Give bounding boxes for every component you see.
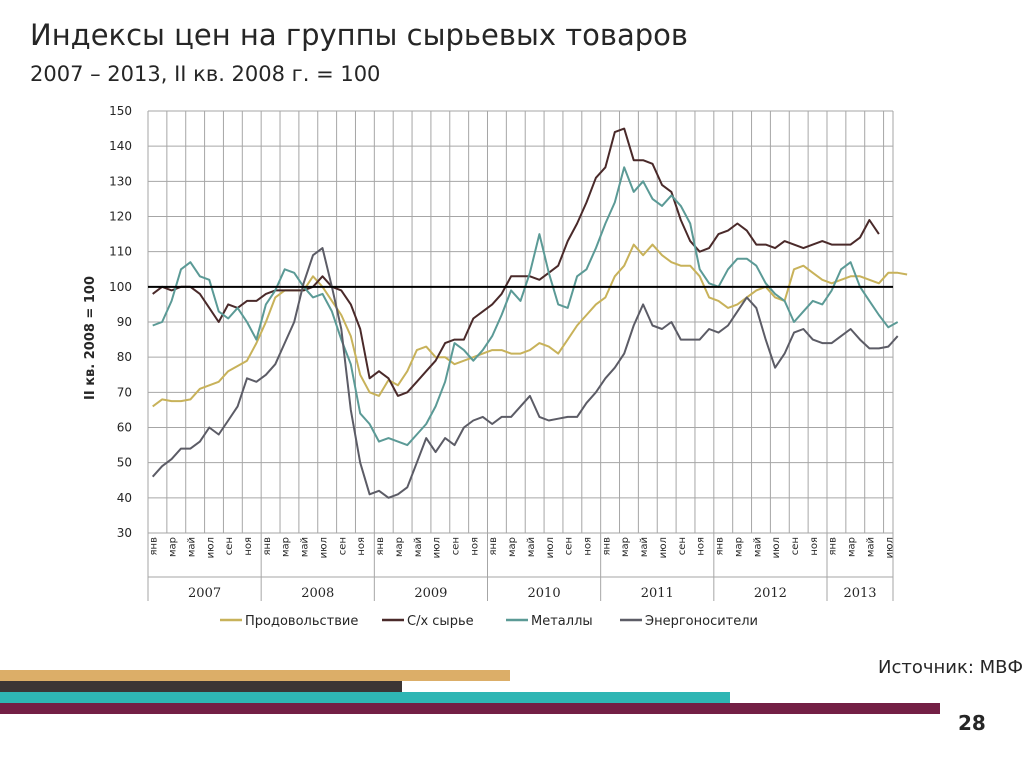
x-tick-label: янв [601,537,612,556]
y-tick-label: 40 [117,491,132,505]
grid-layer [147,110,894,534]
x-tick-label: янв [149,537,160,556]
x-tick-label: мар [847,537,858,557]
x-tick-label: май [186,537,197,557]
x-tick-label: мар [620,537,631,557]
year-label: 2013 [843,586,876,601]
y-tick-label: 130 [109,174,132,188]
x-tick-label: мар [733,537,744,557]
decorative-stripe-teal [0,692,730,703]
decorative-stripe-dark [0,681,402,692]
y-axis-label: II кв. 2008 = 100 [83,276,98,400]
y-tick-label: 140 [109,139,132,153]
legend-label: Энергоносители [645,614,758,629]
x-tick-label: май [865,537,876,557]
x-tick-label: июл [771,537,782,558]
year-label: 2010 [528,586,561,601]
y-tick-label: 110 [109,245,132,259]
x-tick-label: ноя [809,537,820,556]
year-label: 2011 [641,586,674,601]
x-tick-label: июл [318,537,329,558]
x-tick-label: ноя [469,537,480,556]
x-tick-label: сен [337,537,348,555]
axis-layer: 30 40 50 60 70 80 90 100 110 120 130 140 150 II кв. 2… [83,104,895,601]
x-tick-label: май [639,537,650,557]
x-tick-label: сен [790,537,801,555]
year-label: 2008 [301,586,334,601]
source-note: Источник: МВФ [878,657,1023,678]
x-tick-label: июл [432,537,443,558]
x-tick-label: май [752,537,763,557]
x-tick-label: мар [507,537,518,557]
legend-layer: Продовольствие С/х сырье Металлы Энергоноси… [220,614,758,629]
legend-label: Продовольствие [245,614,358,629]
x-tick-label: май [413,537,424,557]
x-tick-label: ноя [356,537,367,556]
legend-label: С/х сырье [407,614,474,629]
x-tick-label: сен [224,537,235,555]
series-layer [148,127,908,499]
x-tick-label: мар [394,537,405,557]
year-label: 2007 [188,586,221,601]
x-tick-label: янв [488,537,499,556]
year-label: 2012 [754,586,787,601]
x-tick-label: янв [715,537,726,556]
year-label: 2009 [414,586,447,601]
decorative-stripe-tan [0,670,510,681]
y-tick-label: 30 [117,526,132,540]
x-tick-label: ноя [243,537,254,556]
x-tick-label: ноя [583,537,594,556]
x-tick-label: янв [262,537,273,556]
y-tick-label: 120 [109,210,132,224]
x-tick-label: июл [884,537,895,558]
x-tick-label: сен [450,537,461,555]
x-tick-label: сен [677,537,688,555]
x-tick-label: май [300,537,311,557]
y-tick-label: 150 [109,104,132,118]
x-tick-label: янв [375,537,386,556]
x-tick-label: ноя [696,537,707,556]
series-line-4 [151,247,899,499]
x-tick-label: мар [281,537,292,557]
y-tick-label: 100 [109,280,132,294]
x-tick-label: янв [828,537,839,556]
legend-label: Металлы [531,614,593,629]
x-tick-label: сен [564,537,575,555]
y-tick-label: 90 [117,315,132,329]
chart-title: Индексы цен на группы сырьевых товаров [30,18,688,52]
y-tick-label: 80 [117,350,132,364]
decorative-stripe-maroon [0,703,940,714]
x-tick-label: мар [168,537,179,557]
x-tick-label: июл [545,537,556,558]
x-tick-label: июл [205,537,216,558]
y-tick-label: 60 [117,421,132,435]
y-tick-label: 50 [117,456,132,470]
x-tick-label: май [526,537,537,557]
page-number: 28 [958,711,986,735]
chart-subtitle: 2007 – 2013, II кв. 2008 г. = 100 [30,62,381,86]
y-tick-label: 70 [117,385,132,399]
x-tick-label: июл [658,537,669,558]
